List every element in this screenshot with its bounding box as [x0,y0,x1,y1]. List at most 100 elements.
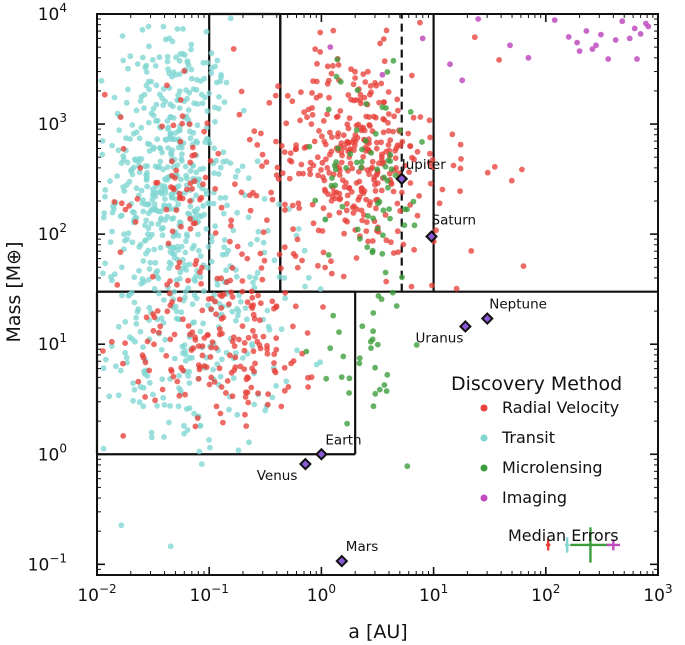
data-point [184,175,190,182]
data-point [192,423,199,430]
data-point [139,352,146,359]
data-point [328,148,335,155]
data-point [224,378,231,384]
data-point [187,168,194,174]
data-point [300,170,306,177]
data-point [247,241,254,248]
data-point [312,197,319,204]
data-point [278,265,284,272]
data-point [429,164,436,171]
data-point [508,177,515,184]
data-point [141,105,147,111]
data-point [210,200,217,207]
data-point [198,461,205,467]
data-point [229,294,236,300]
data-point [287,150,294,157]
data-point [245,375,252,381]
median-errors-label: Median Errors [508,526,619,545]
data-point [318,167,324,173]
data-point [369,164,376,171]
data-point [139,200,146,207]
data-point [156,329,162,336]
data-point [229,393,236,400]
data-point [348,188,355,195]
data-point [190,220,197,227]
data-point [251,315,258,322]
data-point [208,65,215,72]
data-point [184,95,191,102]
data-point [362,79,369,85]
data-point [201,363,208,369]
data-point [384,69,391,75]
data-point [328,258,334,265]
data-point [244,299,251,305]
data-point [235,167,241,174]
data-point [241,340,248,346]
data-point [304,330,311,336]
data-point [164,164,171,171]
data-point [367,83,374,89]
data-point [149,205,156,212]
legend-label: Imaging [502,488,567,507]
data-point [100,365,107,372]
data-point [171,136,178,143]
data-point [371,113,377,120]
data-point [182,357,189,364]
data-point [193,169,200,176]
data-point [322,216,329,223]
data-point [158,215,165,222]
data-point [217,292,224,298]
data-point [484,169,491,176]
data-point [457,165,464,172]
data-point [163,352,170,359]
data-point [447,61,453,68]
data-point [340,353,347,360]
data-point [254,338,261,345]
data-point [149,273,156,280]
data-point [191,151,198,158]
planet-marker [298,457,312,471]
data-point [233,273,240,280]
data-point [238,189,245,196]
data-point [208,306,215,312]
data-point [239,355,246,361]
data-point [386,170,393,177]
data-point [285,384,292,390]
data-point [194,415,201,421]
data-point [240,107,247,114]
data-point [439,186,446,193]
data-point [348,66,354,72]
data-point [212,230,219,236]
data-point [417,114,424,120]
data-point [150,391,156,398]
data-point [127,136,133,142]
data-point [372,130,379,137]
data-point [187,159,194,166]
data-point [383,148,389,155]
data-point [248,288,255,295]
data-point [273,383,279,389]
data-point [185,62,192,69]
data-point [346,390,352,396]
data-point [212,298,219,305]
data-point [376,99,382,106]
data-point [264,217,270,224]
data-point [195,231,201,238]
data-point [130,380,137,387]
data-point [353,127,360,134]
data-point [168,150,174,157]
data-point [320,205,327,212]
data-point [223,279,230,286]
data-point [254,269,261,276]
data-point [158,315,165,322]
data-point [166,70,173,77]
data-point [341,184,348,191]
data-point [207,354,214,360]
data-point [293,142,299,149]
data-point [187,225,194,232]
data-point [167,543,174,550]
data-point [404,463,411,470]
data-point [204,108,211,115]
data-point [390,250,397,256]
data-point [182,163,189,170]
